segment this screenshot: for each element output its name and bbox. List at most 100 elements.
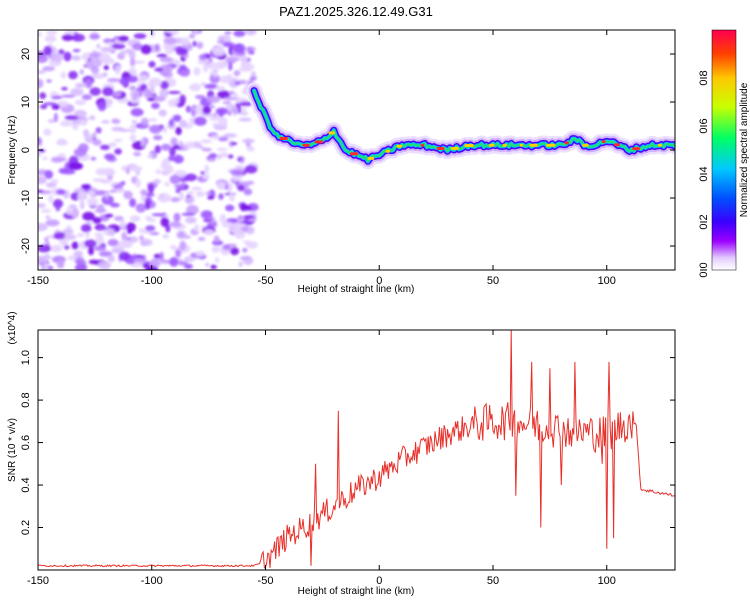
noise-speckle (213, 235, 220, 243)
noise-speckle (215, 107, 229, 115)
noise-speckle (129, 215, 141, 222)
noise-speckle (71, 55, 82, 61)
noise-speckle (192, 141, 202, 149)
noise-speckle (104, 192, 109, 197)
noise-speckle (45, 215, 51, 220)
noise-speckle (181, 37, 190, 46)
noise-speckle (111, 126, 125, 132)
noise-speckle (243, 188, 253, 196)
noise-speckle (44, 170, 54, 179)
noise-speckle (155, 169, 162, 175)
colorbar-tick-label: 0.4 (698, 166, 710, 181)
noise-speckle (52, 199, 64, 209)
noise-speckle (81, 94, 92, 101)
noise-speckle (139, 74, 149, 82)
noise-speckle (233, 92, 239, 98)
noise-speckle (95, 127, 102, 134)
noise-speckle (98, 261, 111, 270)
noise-speckle (173, 212, 181, 222)
noise-speckle (107, 78, 121, 83)
noise-speckle (207, 62, 215, 70)
noise-speckle (163, 37, 177, 45)
noise-speckle (195, 250, 205, 257)
noise-speckle (104, 213, 114, 218)
noise-speckle (163, 30, 176, 34)
ridge-peak (601, 140, 606, 144)
noise-speckle (107, 229, 114, 236)
ridge-peak (502, 143, 507, 147)
noise-speckle (168, 118, 174, 127)
noise-speckle (153, 135, 163, 141)
noise-speckle (178, 261, 188, 266)
noise-speckle (229, 247, 240, 256)
noise-speckle (232, 107, 239, 115)
noise-speckle (68, 70, 78, 80)
noise-speckle (216, 181, 226, 190)
noise-speckle (159, 56, 174, 63)
noise-speckle (215, 86, 226, 91)
noise-speckle (231, 222, 246, 228)
noise-speckle (140, 44, 152, 55)
noise-speckle (74, 258, 86, 265)
y-tick-label: 10 (20, 96, 32, 108)
noise-speckle (97, 101, 107, 112)
noise-speckle (96, 43, 101, 49)
noise-speckle (179, 64, 187, 72)
noise-speckle (152, 152, 157, 159)
noise-speckle (98, 53, 111, 63)
noise-speckle (210, 264, 217, 270)
y-tick-label: 0.2 (20, 520, 32, 535)
noise-speckle (233, 70, 241, 77)
noise-speckle (175, 47, 188, 56)
noise-speckle (72, 48, 81, 53)
noise-speckle (203, 63, 209, 73)
noise-speckle (61, 86, 68, 91)
noise-speckle (157, 192, 171, 203)
noise-speckle (183, 235, 192, 239)
noise-speckle (195, 190, 205, 198)
noise-speckle (194, 224, 199, 233)
noise-speckle (103, 64, 109, 71)
noise-speckle (143, 88, 152, 99)
noise-speckle (127, 229, 133, 234)
noise-speckle (73, 109, 87, 118)
noise-speckle (42, 156, 48, 161)
noise-speckle (97, 226, 108, 231)
noise-speckle (145, 193, 155, 197)
noise-speckle (38, 175, 47, 185)
noise-speckle (114, 148, 122, 155)
noise-speckle (206, 157, 217, 162)
noise-speckle (185, 141, 195, 149)
noise-speckle (164, 182, 170, 187)
x-tick-label: -50 (258, 275, 274, 287)
colorbar-tick-label: 0.8 (698, 70, 710, 85)
ridge-peak (349, 152, 359, 156)
snr-ticks: -150 -100 -50 0 50 100 0.2 0.4 0.6 0.8 1.0 (20, 330, 675, 587)
noise-speckle (100, 46, 113, 53)
noise-speckle (159, 251, 164, 261)
noise-speckle (84, 239, 97, 248)
noise-speckle (148, 118, 158, 122)
noise-speckle (191, 186, 202, 191)
noise-speckle (169, 257, 179, 267)
noise-speckle (243, 240, 251, 244)
noise-speckle (125, 167, 130, 175)
noise-speckle (228, 62, 233, 71)
noise-speckle (211, 220, 218, 228)
noise-speckle (92, 139, 102, 146)
noise-speckle (175, 126, 182, 136)
noise-speckle (230, 169, 245, 176)
noise-speckle (133, 257, 146, 263)
noise-speckle (135, 178, 141, 188)
noise-speckle (82, 211, 95, 221)
noise-speckle (61, 169, 76, 175)
colorbar-tick-label: 0.6 (698, 118, 710, 133)
noise-speckle (38, 255, 48, 264)
noise-speckle (247, 46, 252, 55)
noise-speckle (57, 258, 65, 269)
noise-speckle (91, 65, 99, 74)
noise-speckle (169, 221, 182, 228)
x-tick-label: 0 (376, 575, 382, 587)
noise-speckle (129, 198, 137, 208)
noise-speckle (215, 257, 220, 264)
